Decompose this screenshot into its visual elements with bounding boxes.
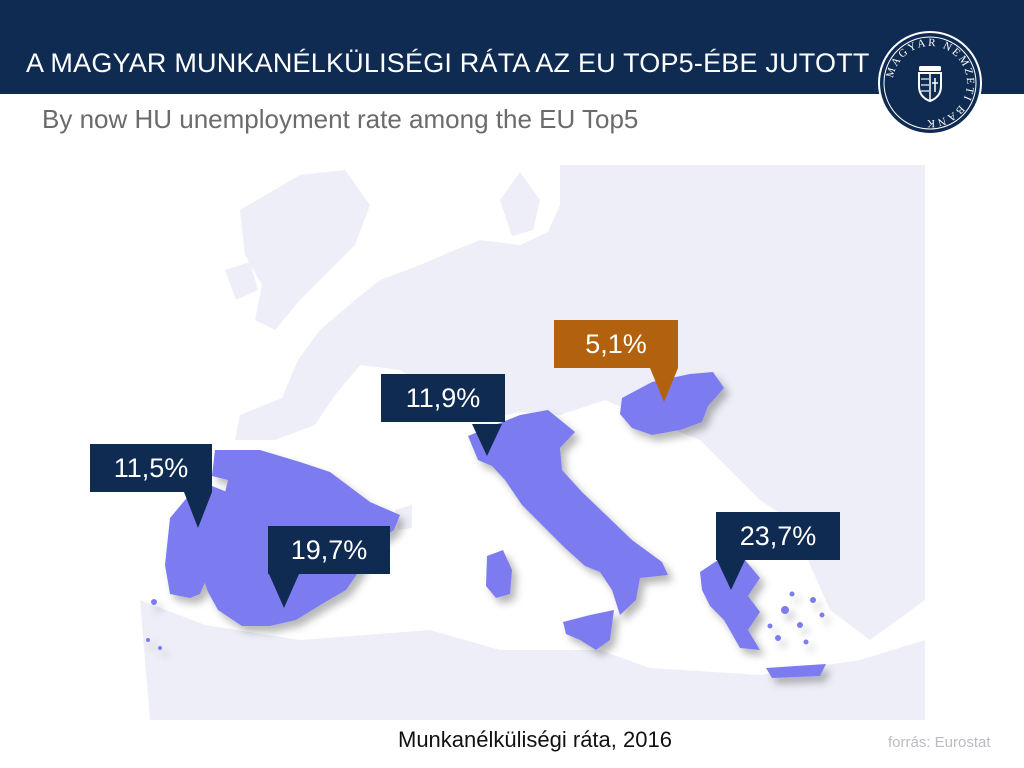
pointer-greece (716, 558, 746, 590)
label-italy: 11,9% (381, 374, 505, 422)
pointer-portugal (184, 492, 212, 528)
pointer-hungary (650, 368, 678, 402)
label-spain: 19,7% (268, 526, 390, 574)
label-pointers (184, 368, 746, 608)
pointer-spain (269, 574, 299, 608)
pointer-italy (472, 424, 502, 456)
mnb-logo: MAGYAR NEMZETI BANK (878, 31, 982, 135)
portugal-shape (165, 486, 232, 598)
header-bar: A MAGYAR MUNKANÉLKÜLISÉGI RÁTA AZ EU TOP… (0, 0, 1024, 94)
italy-shape (468, 410, 668, 615)
caption-year: 2016 (623, 727, 672, 752)
map-caption: Munkanélküliségi ráta, 2016 (398, 727, 672, 753)
caption-text: Munkanélküliségi ráta, (398, 727, 617, 752)
label-hungary: 5,1% (554, 320, 678, 368)
background-land (140, 165, 925, 720)
page-title: A MAGYAR MUNKANÉLKÜLISÉGI RÁTA AZ EU TOP… (26, 48, 870, 78)
sardinia-shape (486, 550, 512, 598)
label-greece: 23,7% (716, 512, 840, 560)
label-portugal: 11,5% (90, 444, 212, 492)
coat-of-arms-icon (918, 66, 942, 103)
hungary-shape (620, 372, 724, 435)
subtitle: By now HU unemployment rate among the EU… (42, 104, 639, 134)
greece-shape (700, 560, 760, 650)
crete-shape (766, 664, 826, 678)
sicily-shape (563, 610, 614, 650)
source-note: forrás: Eurostat (888, 734, 991, 751)
